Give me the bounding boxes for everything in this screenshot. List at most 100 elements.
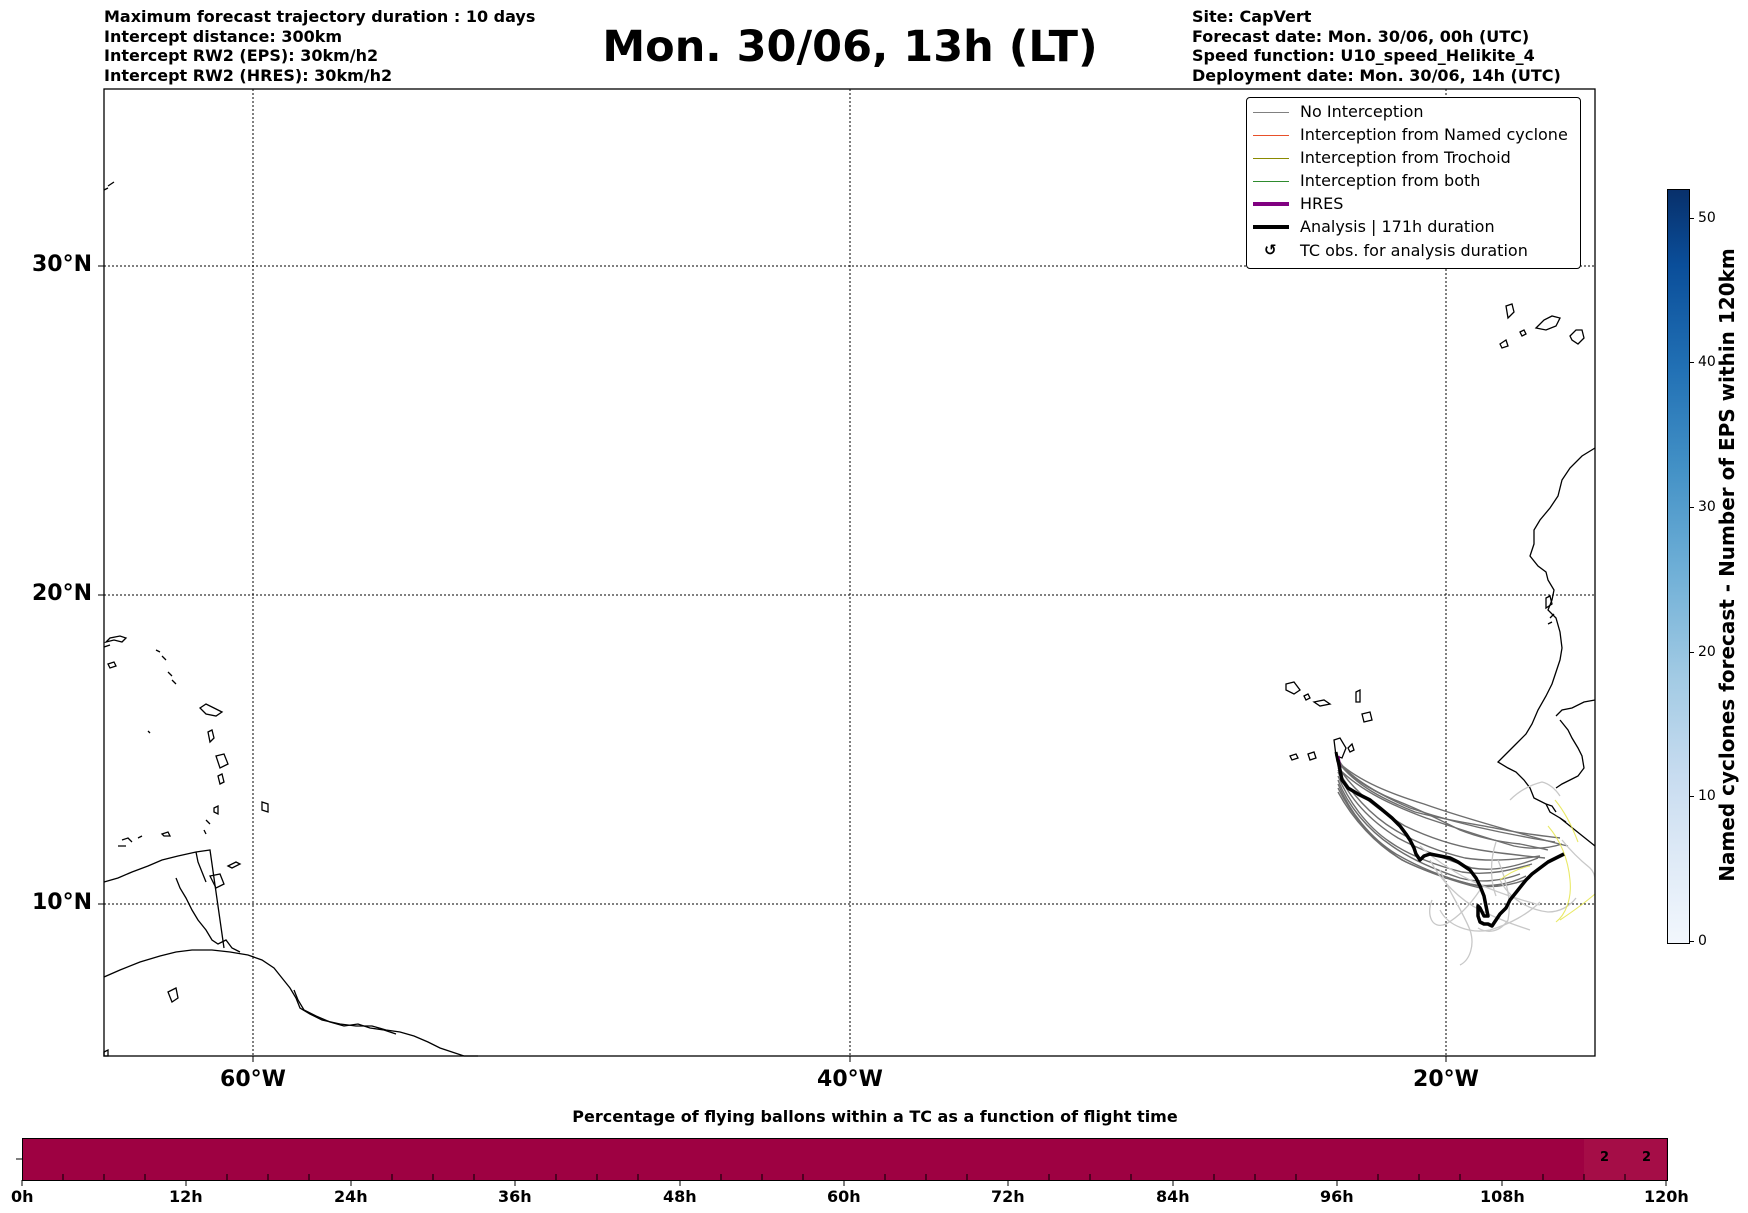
colorbar-tick-label: 40	[1698, 354, 1716, 370]
colorbar-tick	[1689, 941, 1694, 942]
island-barbados	[261, 801, 269, 813]
hour-label: 108h	[1480, 1187, 1525, 1206]
analysis-trajectory-start	[1334, 751, 1340, 763]
colorbar-tick	[1689, 796, 1694, 797]
coastlines	[103, 181, 1596, 1057]
island-maio	[1347, 742, 1355, 753]
header-left-line: Intercept distance: 300km	[104, 26, 343, 46]
legend-item: ↺ TC obs. for analysis duration	[1247, 240, 1580, 262]
trajectory	[1337, 761, 1561, 839]
coastline-madeira	[1545, 595, 1555, 625]
flight-time-bar-highlight	[1584, 1139, 1666, 1180]
colorbar-tick	[1689, 218, 1694, 219]
legend: No Interception Interception from Named …	[1246, 97, 1581, 269]
trajectory	[1561, 839, 1596, 881]
hour-label: 120h	[1644, 1187, 1689, 1206]
legend-swatch	[1253, 202, 1289, 206]
island-sao-nicolau	[1312, 699, 1332, 707]
colorbar-tick	[1689, 362, 1694, 363]
island-grenadines	[203, 819, 211, 835]
hour-label: 84h	[1156, 1187, 1190, 1206]
island-remote-2	[147, 730, 151, 734]
island-remote-1	[103, 181, 115, 191]
page-title: Mon. 30/06, 13h (LT)	[602, 22, 1098, 72]
island-abc	[118, 835, 143, 847]
analysis-trajectory	[1336, 759, 1565, 928]
coastline-canary-1	[1505, 303, 1515, 320]
header-right-line: Deployment date: Mon. 30/06, 14h (UTC)	[1192, 65, 1561, 85]
header-right: Site: CapVert Forecast date: Mon. 30/06,…	[1192, 7, 1561, 85]
legend-label: Interception from both	[1300, 171, 1481, 190]
header-right-line: Forecast date: Mon. 30/06, 00h (UTC)	[1192, 26, 1530, 46]
island-puerto-rico	[103, 635, 128, 644]
island-dominica	[207, 729, 215, 744]
island-sao-vicente	[1303, 693, 1311, 701]
legend-item: No Interception	[1247, 101, 1580, 123]
trajectory	[1419, 845, 1541, 906]
trochoid-trajectories	[1499, 799, 1596, 923]
trajectory	[1559, 893, 1596, 921]
island-guadeloupe	[198, 703, 224, 717]
trajectory	[1490, 841, 1497, 897]
colorbar-tick-label: 30	[1698, 499, 1716, 515]
header-right-line: Speed function: U10_speed_Helikite_4	[1192, 46, 1535, 65]
legend-item: Interception from Named cyclone	[1247, 124, 1580, 146]
colorbar-tick-label: 20	[1698, 644, 1716, 660]
coastline-canary-3	[1569, 329, 1585, 345]
colorbar-label-text: Named cyclones forecast - Number of EPS …	[1715, 248, 1739, 882]
legend-label: Interception from Trochoid	[1300, 148, 1511, 167]
trajectory	[1547, 825, 1571, 923]
header-left: Maximum forecast trajectory duration : 1…	[104, 7, 535, 85]
legend-label: Analysis | 171h duration	[1300, 217, 1495, 236]
colorbar	[1667, 189, 1690, 944]
coastline-canary-4	[1499, 338, 1509, 349]
legend-swatch	[1253, 158, 1289, 159]
island-santo-antao	[1285, 681, 1301, 695]
legend-swatch	[1253, 181, 1289, 182]
flight-time-bar	[22, 1138, 1668, 1181]
island-remote-3	[167, 987, 179, 1003]
coastline-africa-bight	[1555, 699, 1596, 789]
legend-label: HRES	[1300, 194, 1344, 213]
colorbar-tick-label: 10	[1698, 788, 1716, 804]
coastline-canary-5	[1519, 329, 1527, 337]
island-small-1	[155, 649, 177, 685]
coastline-venezuela-gulf	[175, 851, 241, 953]
trajectory	[1499, 879, 1577, 913]
trajectory	[1337, 761, 1569, 847]
legend-item: HRES	[1247, 193, 1580, 215]
legend-label: TC obs. for analysis duration	[1300, 241, 1528, 260]
trajectory	[1499, 865, 1531, 881]
lon-label-60w: 60°W	[220, 1067, 286, 1092]
legend-item: Interception from both	[1247, 170, 1580, 192]
island-vi	[107, 661, 117, 669]
island-trinidad	[209, 873, 225, 889]
island-tobago	[226, 861, 242, 869]
trajectory	[1554, 799, 1579, 843]
island-st-vincent	[213, 804, 219, 816]
legend-swatch	[1253, 112, 1289, 113]
hour-label: 36h	[498, 1187, 532, 1206]
flight-time-bar-title: Percentage of flying ballons within a TC…	[572, 1107, 1178, 1126]
coastline-west-africa	[1496, 447, 1596, 847]
island-st-lucia	[217, 773, 225, 785]
coastline-canary-2	[1534, 315, 1561, 331]
island-brava	[1289, 753, 1299, 761]
legend-item: Interception from Trochoid	[1247, 147, 1580, 169]
lon-label-20w: 20°W	[1413, 1067, 1479, 1092]
lon-label-40w: 40°W	[817, 1067, 883, 1092]
trajectory	[1439, 901, 1541, 932]
lat-label-10n: 10°N	[31, 890, 92, 915]
lat-label-30n: 30°N	[31, 252, 92, 277]
trajectory	[1509, 781, 1561, 801]
trajectory	[1337, 779, 1521, 882]
hour-label: 12h	[169, 1187, 203, 1206]
island-sal	[1355, 688, 1361, 703]
coastline-guiana	[293, 989, 397, 1035]
island-margarita	[160, 831, 172, 837]
trajectory	[1429, 889, 1481, 926]
hour-label: 60h	[827, 1187, 861, 1206]
hour-label: 24h	[334, 1187, 368, 1206]
lat-label-20n: 20°N	[31, 581, 92, 606]
